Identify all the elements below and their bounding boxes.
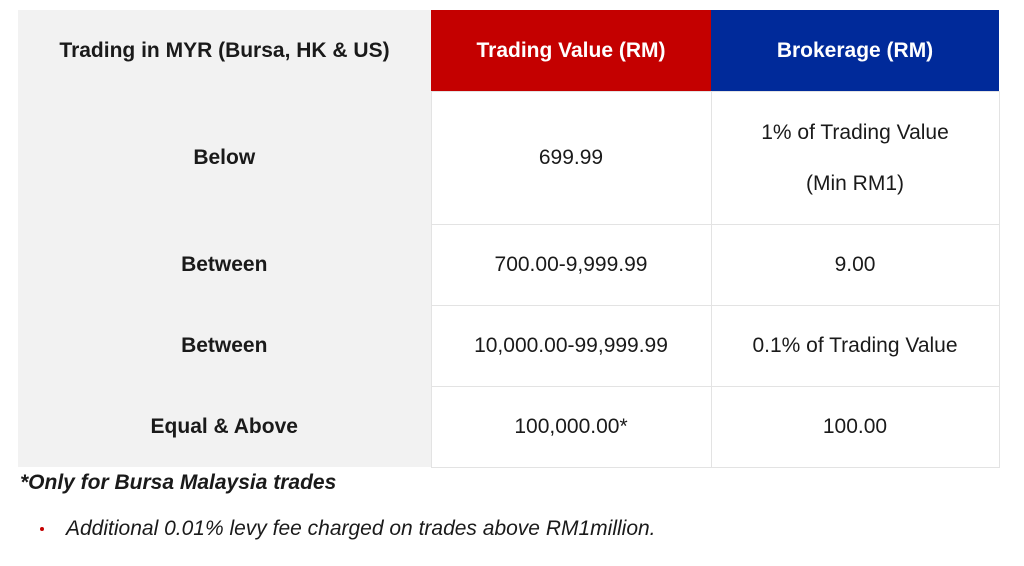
table-header-row: Trading in MYR (Bursa, HK & US) Trading … — [18, 10, 999, 91]
footnote-bursa-only: *Only for Bursa Malaysia trades — [20, 471, 337, 494]
header-brokerage: Brokerage (RM) — [711, 10, 999, 91]
row-trading-value: 700.00-9,999.99 — [430, 223, 712, 305]
table-row: Below 699.99 1% of Trading Value (Min RM… — [18, 90, 1000, 224]
header-trading-value: Trading Value (RM) — [431, 10, 711, 91]
brokerage-fee-table: Trading in MYR (Bursa, HK & US) Trading … — [18, 10, 1000, 468]
row-label: Between — [18, 305, 431, 386]
row-label: Equal & Above — [18, 386, 431, 467]
table-row: Between 10,000.00-99,999.99 0.1% of Trad… — [18, 304, 1000, 386]
row-label: Below — [18, 91, 431, 224]
row-brokerage: 9.00 — [710, 223, 1000, 305]
row-trading-value: 699.99 — [430, 90, 712, 224]
row-brokerage-line-2: (Min RM1) — [806, 171, 904, 195]
bullet-dot-icon — [40, 527, 44, 531]
levy-fee-note: Additional 0.01% levy fee charged on tra… — [66, 517, 656, 540]
row-brokerage: 100.00 — [710, 385, 1000, 468]
row-brokerage-line-1: 1% of Trading Value — [761, 120, 949, 144]
list-item: Additional 0.01% levy fee charged on tra… — [40, 517, 656, 541]
header-trading-market: Trading in MYR (Bursa, HK & US) — [18, 10, 431, 91]
row-trading-value: 100,000.00* — [430, 385, 712, 468]
table-row: Equal & Above 100,000.00* 100.00 — [18, 385, 1000, 468]
notes-list: Additional 0.01% levy fee charged on tra… — [40, 517, 656, 541]
row-trading-value: 10,000.00-99,999.99 — [430, 304, 712, 386]
row-brokerage: 0.1% of Trading Value — [710, 304, 1000, 386]
row-brokerage: 1% of Trading Value (Min RM1) — [710, 90, 1000, 224]
table-row: Between 700.00-9,999.99 9.00 — [18, 223, 1000, 305]
row-label: Between — [18, 224, 431, 305]
